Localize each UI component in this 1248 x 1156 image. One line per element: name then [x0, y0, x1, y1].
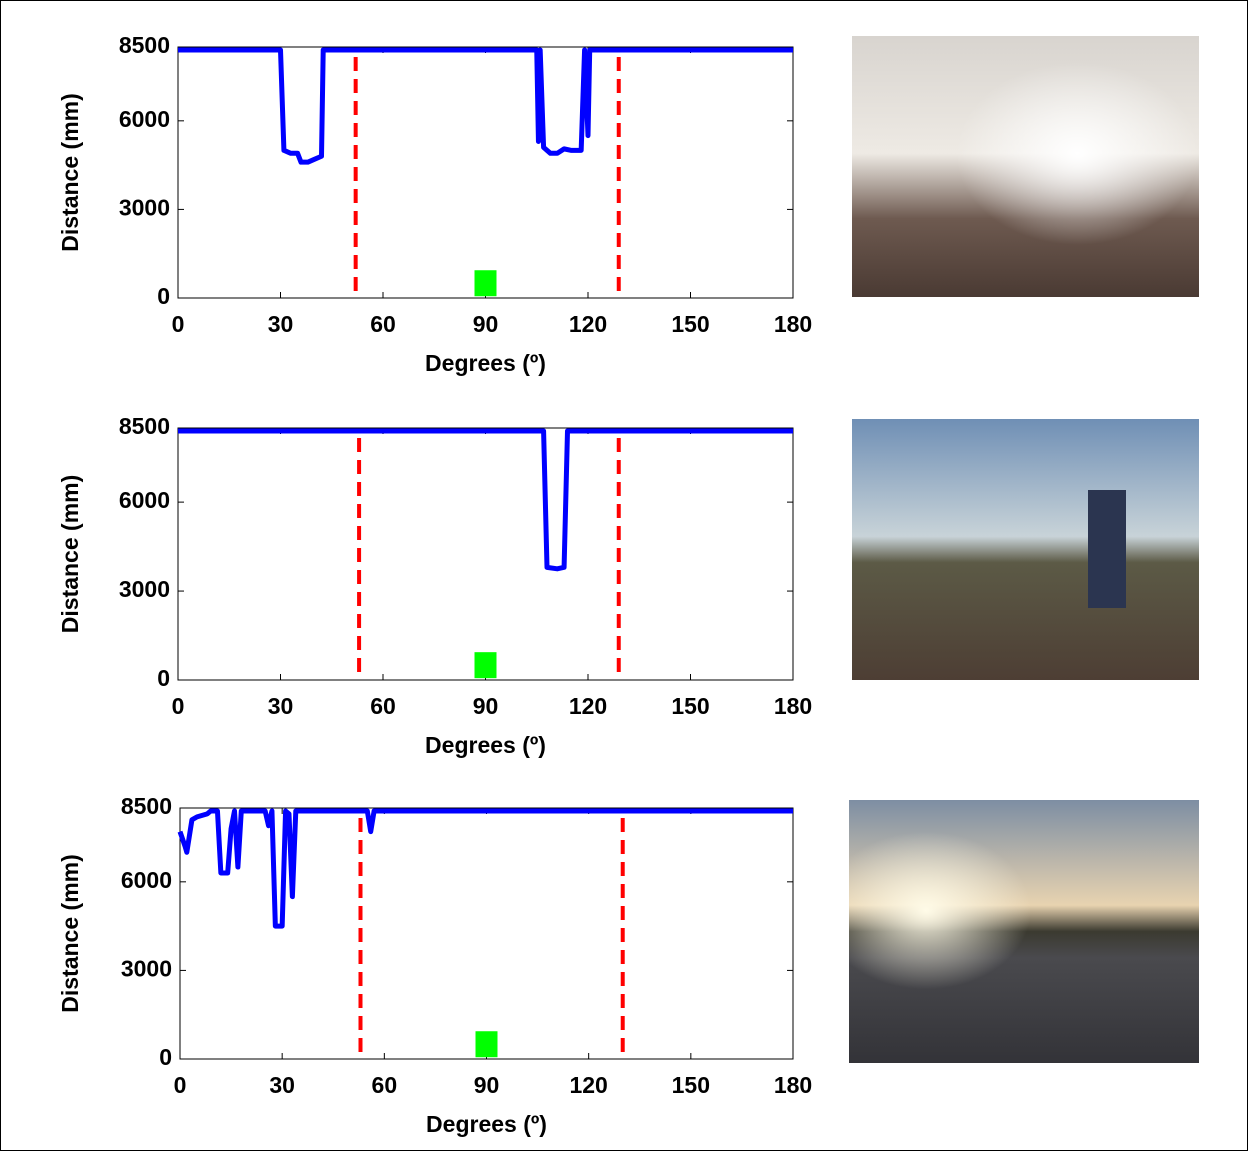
x-tick-label: 30 [268, 693, 294, 719]
y-tick-label: 8500 [119, 413, 170, 439]
y-tick-label: 6000 [121, 867, 172, 893]
y-tick-label: 6000 [119, 106, 170, 132]
photo-person [1088, 490, 1126, 608]
chart: 0 30 60 90 120 150 180 0 3000 6000 8500 Degrees (º)… [57, 793, 812, 1137]
data-line [178, 47, 793, 165]
chart: 0 30 60 90 120 150 180 0 3000 6000 8500 Degrees (º)… [57, 413, 812, 758]
target-marker [474, 652, 497, 679]
data-line [177, 808, 793, 929]
target-marker [474, 270, 497, 297]
x-tick-label: 0 [172, 311, 185, 337]
x-tick-label: 90 [474, 1072, 500, 1098]
y-tick-label: 0 [157, 283, 170, 309]
y-tick-label: 8500 [121, 793, 172, 819]
y-axis-label: Distance (mm) [57, 854, 83, 1012]
data-line [178, 428, 793, 572]
x-axis-label: Degrees (º) [426, 1111, 547, 1137]
y-tick-label: 3000 [119, 194, 170, 220]
y-tick-label: 6000 [119, 487, 170, 513]
x-tick-label: 120 [569, 1072, 607, 1098]
x-tick-label: 60 [370, 693, 396, 719]
target-marker [475, 1031, 498, 1058]
x-tick-label: 30 [268, 311, 294, 337]
plot-area [177, 427, 794, 681]
x-tick-label: 0 [174, 1072, 187, 1098]
y-axis-label: Distance (mm) [57, 475, 83, 633]
photo-glare [849, 800, 1199, 1063]
x-axis-label: Degrees (º) [425, 350, 546, 376]
x-tick-label: 90 [473, 311, 499, 337]
y-tick-label: 0 [159, 1044, 172, 1070]
x-tick-label: 60 [372, 1072, 398, 1098]
photo [852, 419, 1199, 680]
x-tick-label: 0 [172, 693, 185, 719]
x-tick-label: 150 [671, 693, 709, 719]
x-tick-label: 150 [672, 1072, 710, 1098]
x-axis-label: Degrees (º) [425, 732, 546, 758]
photo-glare [852, 36, 1199, 297]
plot-area [177, 46, 794, 299]
y-tick-label: 3000 [121, 955, 172, 981]
chart: 0 30 60 90 120 150 180 0 3000 6000 8500 Degrees (º)… [57, 32, 812, 376]
y-tick-label: 0 [157, 665, 170, 691]
x-tick-label: 180 [774, 693, 812, 719]
y-tick-label: 3000 [119, 576, 170, 602]
x-tick-label: 90 [473, 693, 499, 719]
x-tick-label: 120 [569, 693, 607, 719]
x-tick-label: 60 [370, 311, 396, 337]
x-tick-label: 30 [269, 1072, 295, 1098]
x-tick-label: 180 [774, 311, 812, 337]
x-tick-label: 150 [671, 311, 709, 337]
x-tick-label: 180 [774, 1072, 812, 1098]
y-tick-label: 8500 [119, 32, 170, 58]
x-tick-label: 120 [569, 311, 607, 337]
y-axis-label: Distance (mm) [57, 93, 83, 251]
